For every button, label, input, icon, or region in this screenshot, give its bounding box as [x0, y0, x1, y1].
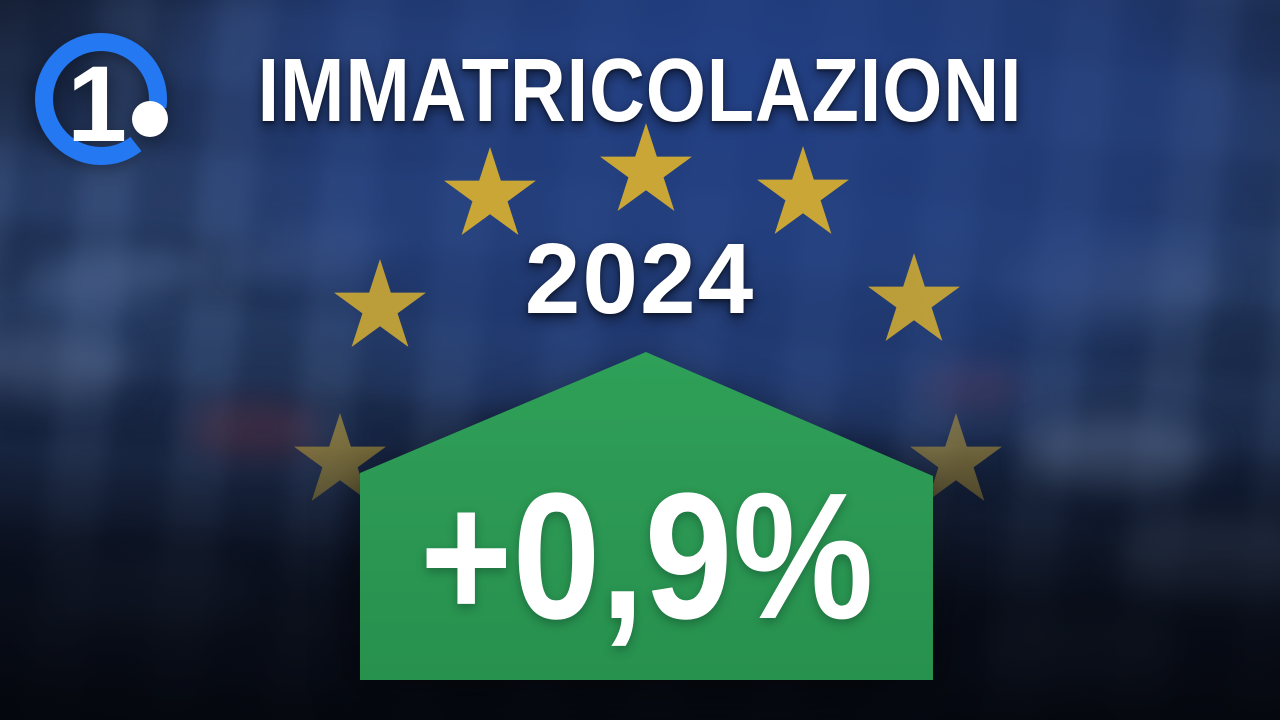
growth-percentage: +0,9%: [419, 455, 874, 657]
logo-dot-icon: [132, 101, 168, 137]
stat-zone: +0,9%: [360, 466, 933, 680]
logo-numeral: 1: [67, 43, 127, 164]
logo-ring-icon: [35, 33, 167, 165]
brand-logo: 1: [35, 33, 168, 165]
year-label: 2024: [524, 223, 756, 335]
growth-arrow-wrapper: +0,9%: [360, 352, 933, 680]
headline: IMMATRICOLAZIONI: [257, 41, 1023, 141]
